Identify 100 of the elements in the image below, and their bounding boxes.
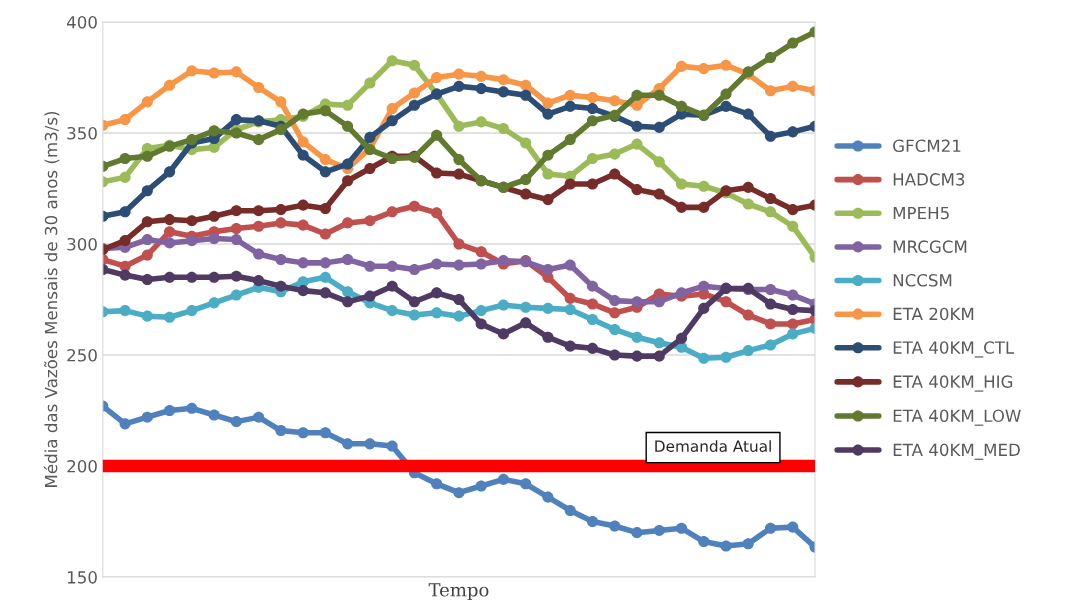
point (297, 285, 309, 297)
point (475, 246, 487, 258)
point (609, 168, 621, 180)
point (119, 305, 131, 317)
point (609, 323, 621, 336)
point (319, 166, 331, 178)
point (408, 263, 420, 276)
point (342, 120, 354, 132)
point (230, 114, 242, 126)
point (609, 307, 621, 319)
point (342, 286, 354, 298)
point (542, 108, 554, 120)
point (141, 411, 153, 423)
point (764, 318, 777, 330)
point (186, 235, 198, 247)
point (275, 124, 287, 136)
point (475, 116, 487, 128)
point (342, 99, 354, 111)
point (186, 65, 198, 77)
point (408, 87, 420, 99)
point (720, 88, 732, 100)
point (342, 253, 354, 266)
point (586, 515, 599, 528)
point (787, 289, 799, 301)
point (141, 310, 153, 322)
point (364, 215, 376, 227)
point (564, 100, 576, 112)
point (319, 105, 331, 117)
point (431, 167, 443, 179)
point (186, 402, 198, 414)
y-tick-label: 250 (67, 348, 97, 362)
point (386, 440, 398, 452)
point (675, 201, 688, 213)
point (275, 280, 287, 292)
point (319, 271, 331, 283)
y-axis-title: Média das Vazões Mensais de 30 anos (m3/s) (43, 111, 60, 487)
point (653, 524, 665, 536)
point (119, 114, 131, 126)
point (319, 202, 331, 215)
point (208, 232, 220, 244)
point (742, 181, 754, 193)
point (542, 491, 554, 503)
point (208, 210, 220, 222)
point (787, 204, 799, 216)
point (586, 91, 599, 104)
point (164, 271, 176, 283)
point (297, 427, 309, 439)
point (297, 199, 309, 211)
point (720, 59, 732, 71)
point (297, 149, 309, 161)
point (431, 129, 443, 141)
point (453, 259, 465, 271)
point (675, 332, 688, 344)
point (609, 520, 621, 532)
point (141, 249, 153, 261)
point (431, 307, 443, 319)
point (520, 89, 532, 101)
point (631, 184, 643, 196)
point (275, 217, 287, 229)
point (230, 234, 242, 246)
point (164, 166, 176, 178)
point (386, 260, 398, 272)
point (164, 237, 176, 249)
point (141, 150, 153, 162)
point (542, 263, 554, 276)
point (253, 275, 265, 287)
point (297, 257, 309, 269)
point (586, 342, 599, 354)
legend-label: ETA 20KM (893, 307, 974, 321)
point (408, 200, 420, 212)
point (164, 79, 176, 91)
point (675, 100, 688, 112)
point (698, 280, 710, 292)
point (609, 95, 621, 107)
point (230, 416, 242, 428)
point (475, 70, 487, 82)
point (698, 63, 710, 75)
point (253, 134, 265, 146)
point (631, 138, 643, 150)
point (364, 260, 376, 272)
point (497, 328, 509, 340)
point (586, 178, 599, 190)
point (386, 206, 398, 218)
point (764, 339, 777, 351)
point (475, 83, 487, 95)
point (475, 258, 487, 270)
point (253, 411, 265, 423)
legend-label: MRCGCM (893, 240, 967, 253)
point (520, 174, 532, 186)
point (208, 271, 220, 283)
point (720, 351, 732, 363)
point (586, 313, 599, 326)
point (698, 201, 710, 213)
point (520, 478, 532, 490)
point (408, 59, 420, 71)
point (698, 535, 710, 548)
point (497, 122, 509, 135)
point (742, 345, 754, 357)
point (386, 115, 398, 127)
point (364, 438, 376, 450)
